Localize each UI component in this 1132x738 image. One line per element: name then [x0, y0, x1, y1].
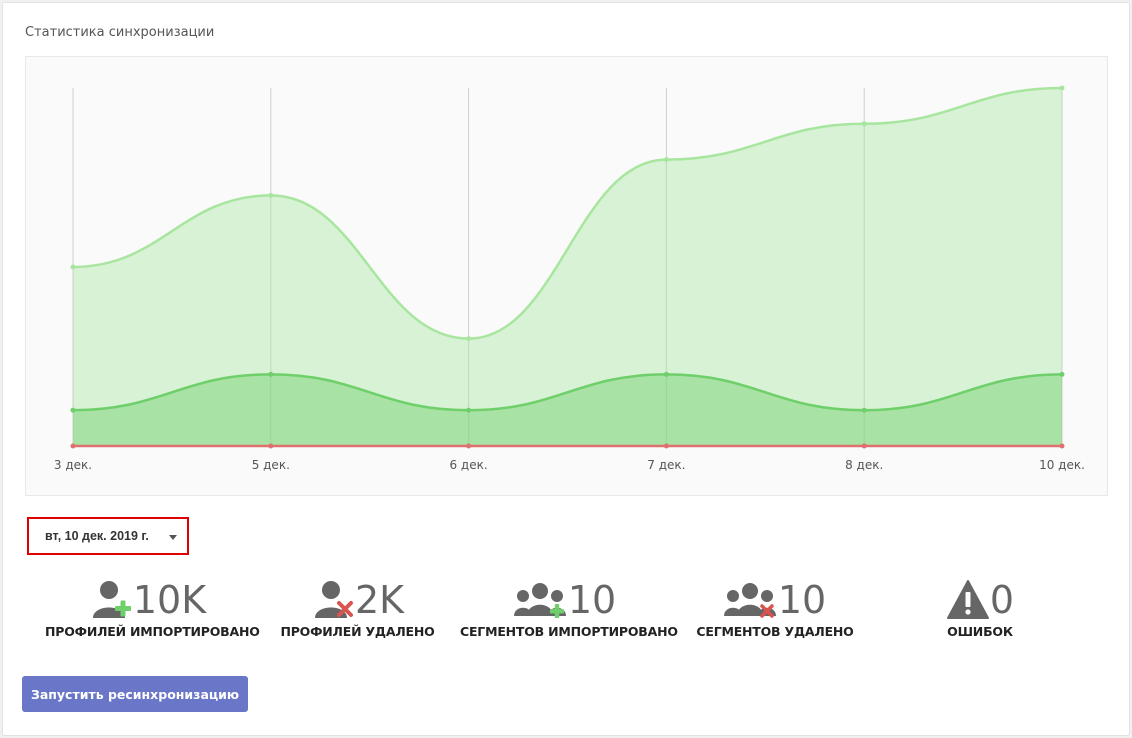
x-tick-label: 3 дек. [54, 458, 92, 472]
card-title: Статистика синхронизации [25, 25, 215, 40]
group-remove-icon [723, 583, 776, 618]
stat-errors: 0 ОШИБОК [925, 575, 1035, 639]
data-point [466, 407, 472, 413]
x-tick-label: 6 дек. [449, 458, 487, 472]
stat-label: ПРОФИЛЕЙ ИМПОРТИРОВАНО [45, 624, 260, 639]
data-point [268, 371, 274, 377]
x-tick-label: 8 дек. [845, 458, 883, 472]
data-point [70, 443, 76, 449]
stat-label: СЕГМЕНТОВ УДАЛЕНО [696, 624, 854, 639]
data-point [268, 443, 274, 449]
stat-label: ОШИБОК [947, 624, 1013, 639]
data-point [663, 371, 669, 377]
data-point [1059, 85, 1065, 91]
resync-button[interactable]: Запустить ресинхронизацию [22, 676, 248, 712]
stat-label: СЕГМЕНТОВ ИМПОРТИРОВАНО [460, 624, 678, 639]
stat-profiles-removed: 2K ПРОФИЛЕЙ УДАЛЕНО [275, 575, 440, 639]
stat-segments-removed: 10 СЕГМЕНТОВ УДАЛЕНО [695, 575, 855, 639]
date-select[interactable]: вт, 10 дек. 2019 г. [27, 517, 189, 555]
series-line [72, 86, 1063, 340]
data-point [70, 264, 76, 270]
data-point [466, 336, 472, 342]
data-point [466, 443, 472, 449]
data-point [70, 407, 76, 413]
stat-value: 10K [132, 578, 207, 622]
data-point [268, 192, 274, 198]
series-area [73, 88, 1062, 446]
x-tick-label: 7 дек. [647, 458, 685, 472]
stat-profiles-imported: 10K ПРОФИЛЕЙ ИМПОРТИРОВАНО [45, 575, 260, 639]
data-point [1059, 443, 1065, 449]
stat-value: 2K [354, 578, 405, 622]
data-point [861, 443, 867, 449]
data-point [861, 407, 867, 413]
date-select-value: вт, 10 дек. 2019 г. [45, 529, 149, 543]
stat-value: 0 [989, 578, 1015, 622]
stat-value: 10 [777, 578, 827, 622]
user-remove-icon [314, 581, 353, 618]
stat-segments-imported: 10 СЕГМЕНТОВ ИМПОРТИРОВАНО [460, 575, 678, 639]
warning-icon [946, 580, 989, 619]
data-point [663, 157, 669, 163]
series-area [73, 374, 1062, 446]
group-add-icon [513, 583, 566, 618]
chevron-down-icon [169, 535, 177, 540]
stat-label: ПРОФИЛЕЙ УДАЛЕНО [280, 624, 435, 639]
sync-chart: 3 дек. 5 дек. 6 дек. 7 дек. 8 дек. 10 дек. [25, 56, 1108, 496]
chart-svg: 3 дек. 5 дек. 6 дек. 7 дек. 8 дек. 10 дек. [54, 85, 1085, 472]
x-tick-label: 10 дек. [1039, 458, 1085, 472]
data-point [663, 443, 669, 449]
stat-value: 10 [567, 578, 617, 622]
data-point [1059, 371, 1065, 377]
data-point [861, 121, 867, 127]
x-tick-label: 5 дек. [252, 458, 290, 472]
series-line [72, 373, 1063, 412]
user-add-icon [92, 581, 131, 618]
